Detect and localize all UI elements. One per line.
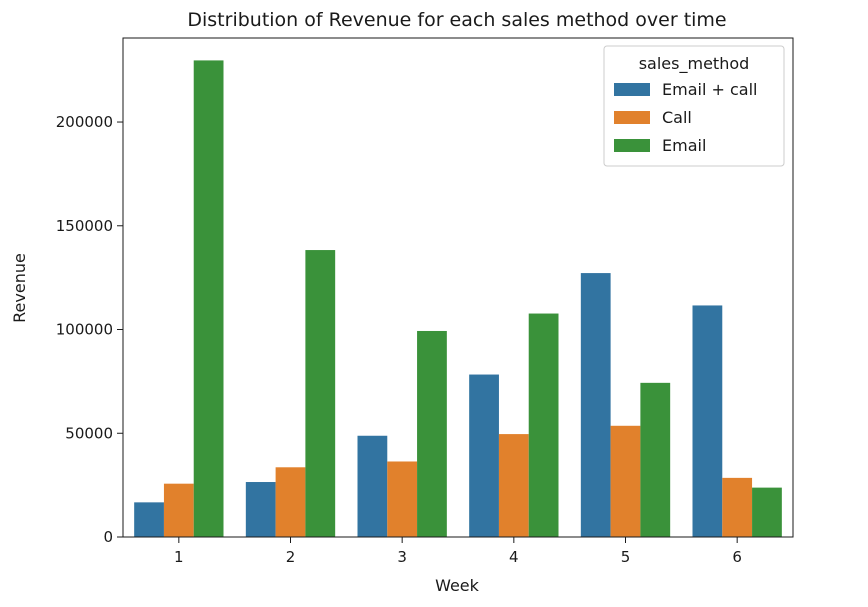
y-axis: 0 50000 100000 150000 200000: [56, 113, 123, 546]
legend-swatch: [614, 139, 650, 152]
bar-week-2-series-0: [245, 482, 276, 537]
y-tick-label: 50000: [65, 424, 113, 442]
x-tick-label: 3: [397, 548, 407, 566]
legend-label: Call: [662, 108, 692, 127]
legend-box: [603, 45, 785, 167]
bar-week-6-series-1: [722, 477, 753, 537]
bar-week-3-series-0: [357, 435, 388, 537]
y-axis-label: Revenue: [10, 253, 29, 323]
x-tick-label: 5: [621, 548, 631, 566]
legend-label: Email: [662, 136, 706, 155]
bar-week-6-series-0: [692, 305, 723, 537]
bar-week-1-series-0: [134, 502, 164, 537]
legend-label: Email + call: [662, 80, 757, 99]
bar-week-4-series-1: [498, 434, 529, 537]
x-tick-label: 6: [732, 548, 742, 566]
bar-week-5-series-0: [580, 273, 611, 537]
legend-swatch: [614, 111, 650, 124]
x-tick-label: 4: [509, 548, 519, 566]
chart-title: Distribution of Revenue for each sales m…: [187, 9, 726, 31]
plot-frame: [122, 37, 794, 538]
x-axis-label: Week: [435, 576, 480, 595]
legend: sales_method Email + call Call Email: [603, 45, 785, 167]
x-tick-label: 2: [286, 548, 296, 566]
y-tick-label: 100000: [56, 321, 113, 339]
bar-week-3-series-2: [417, 330, 447, 537]
bar-week-1-series-1: [163, 483, 194, 537]
bar-week-2-series-1: [275, 467, 306, 537]
y-tick-label: 200000: [56, 113, 113, 131]
bar-week-3-series-1: [387, 461, 418, 537]
bars-group: [134, 60, 782, 538]
y-tick-label: 150000: [56, 217, 113, 235]
bar-week-6-series-2: [752, 487, 782, 537]
bar-week-5-series-1: [610, 425, 641, 537]
legend-items: Email + call Call Email: [614, 80, 757, 155]
bar-week-4-series-0: [469, 374, 499, 537]
bar-week-4-series-2: [528, 313, 559, 537]
bar-week-2-series-2: [305, 250, 336, 538]
legend-title: sales_method: [639, 54, 750, 74]
y-tick-label: 0: [103, 528, 113, 546]
bar-week-1-series-2: [193, 60, 224, 537]
x-tick-label: 1: [174, 548, 184, 566]
legend-swatch: [614, 83, 650, 96]
bar-week-5-series-2: [640, 382, 671, 537]
x-axis: 1 2 3 4 5 6: [174, 537, 742, 566]
